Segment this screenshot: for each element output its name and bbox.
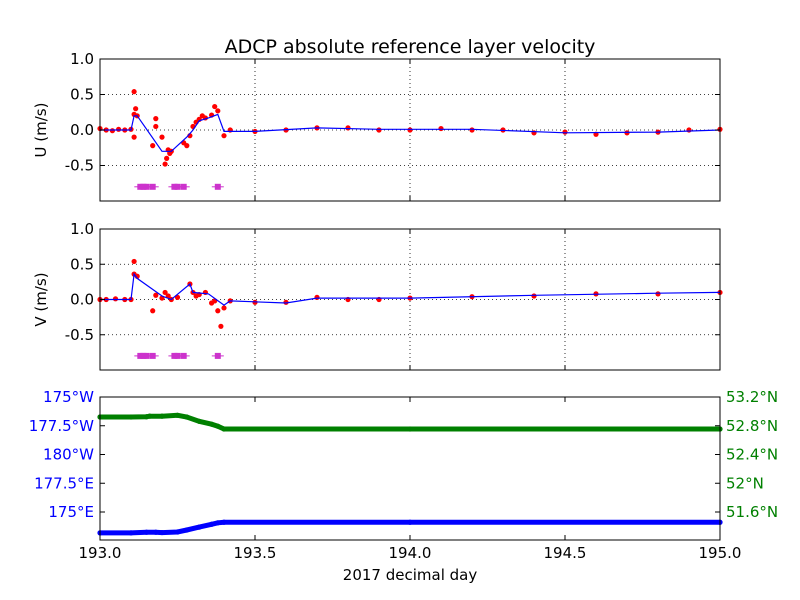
x-tick-label: 195.0 bbox=[699, 544, 742, 562]
longitude-tick-label: 180°W bbox=[43, 446, 94, 464]
longitude-tick-label: 175°E bbox=[48, 503, 94, 521]
latitude-tick-label: 53.2°N bbox=[726, 388, 778, 406]
position-point bbox=[184, 414, 190, 420]
chart-title: ADCP absolute reference layer velocity bbox=[225, 36, 596, 58]
y-axis-label: V (m/s) bbox=[32, 272, 50, 326]
data-point bbox=[215, 308, 221, 314]
data-point bbox=[150, 143, 156, 149]
position-point bbox=[209, 421, 215, 427]
position-point bbox=[128, 414, 134, 420]
position-point bbox=[159, 413, 165, 419]
position-point bbox=[147, 413, 153, 419]
data-point bbox=[215, 108, 221, 114]
data-point bbox=[531, 293, 537, 299]
position-point bbox=[196, 418, 202, 424]
u-velocity-panel: 1.0 0.5 0.0 -0.5 U (m/s) bbox=[32, 50, 723, 202]
position-panel: 175°W 53.2°N 177.5°W 52.8°N 180°W 52.4°N 177.5… bbox=[29, 388, 778, 562]
position-point bbox=[196, 524, 202, 530]
x-axis-label: 2017 decimal day bbox=[343, 566, 478, 584]
data-point bbox=[162, 289, 168, 296]
data-point bbox=[131, 89, 137, 95]
position-point bbox=[221, 426, 227, 432]
latitude-tick-label: 51.6°N bbox=[726, 503, 778, 521]
data-point bbox=[109, 128, 115, 134]
x-tick-label: 193.5 bbox=[234, 544, 277, 562]
y-tick-label: 0.5 bbox=[70, 86, 94, 104]
x-tick-label: 194.5 bbox=[544, 544, 587, 562]
y-tick-label: -0.5 bbox=[65, 326, 94, 344]
position-point bbox=[184, 527, 190, 533]
series-line-1 bbox=[100, 113, 721, 152]
position-point bbox=[128, 530, 134, 536]
data-point bbox=[221, 133, 227, 139]
data-point bbox=[164, 155, 170, 161]
x-tick-label: 194.0 bbox=[389, 544, 432, 562]
position-point bbox=[215, 520, 221, 526]
y-tick-label: 1.0 bbox=[70, 220, 94, 238]
data-point bbox=[131, 134, 137, 140]
data-point bbox=[153, 123, 159, 130]
y-tick-label: 1.0 bbox=[70, 50, 94, 68]
data-point bbox=[376, 127, 382, 133]
latitude-tick-label: 52.4°N bbox=[726, 446, 778, 464]
data-point bbox=[184, 143, 190, 149]
position-point bbox=[221, 519, 227, 525]
data-point bbox=[345, 125, 351, 131]
data-point bbox=[131, 258, 137, 265]
data-point bbox=[159, 134, 165, 140]
data-point bbox=[686, 127, 692, 133]
data-point bbox=[283, 299, 289, 305]
y-tick-label: 0.0 bbox=[70, 121, 94, 139]
position-point bbox=[209, 521, 215, 527]
data-point bbox=[153, 292, 159, 298]
v-velocity-panel: 1.0 0.5 0.0 -0.5 V (m/s) bbox=[32, 220, 723, 371]
position-point bbox=[143, 529, 150, 535]
data-point bbox=[153, 116, 159, 122]
latitude-tick-label: 52.8°N bbox=[726, 417, 778, 435]
data-point bbox=[562, 129, 568, 135]
position-point bbox=[153, 529, 159, 535]
data-point bbox=[150, 308, 156, 314]
series-line-1 bbox=[100, 272, 721, 306]
data-point bbox=[438, 125, 444, 132]
data-point bbox=[212, 103, 218, 110]
position-point bbox=[174, 412, 181, 418]
position-point bbox=[407, 426, 413, 432]
data-point bbox=[133, 106, 139, 112]
longitude-tick-label: 177.5°E bbox=[34, 474, 94, 492]
data-point bbox=[314, 294, 320, 300]
y-tick-label: 0.0 bbox=[70, 291, 94, 309]
position-point bbox=[407, 519, 413, 525]
longitude-tick-label: 175°W bbox=[43, 388, 94, 406]
data-point bbox=[218, 323, 224, 329]
position-point bbox=[159, 529, 165, 536]
longitude-tick-label: 177.5°W bbox=[29, 417, 94, 435]
y-tick-label: -0.5 bbox=[65, 157, 94, 175]
data-point bbox=[116, 126, 122, 132]
position-point bbox=[174, 529, 181, 535]
data-point bbox=[407, 127, 413, 133]
data-point bbox=[221, 305, 227, 311]
x-tick-label: 193.0 bbox=[79, 544, 122, 562]
y-axis-label: U (m/s) bbox=[32, 103, 50, 158]
data-point bbox=[112, 296, 119, 302]
data-point bbox=[469, 127, 475, 133]
latitude-tick-label: 52°N bbox=[726, 474, 764, 492]
data-point bbox=[655, 291, 661, 297]
data-point bbox=[162, 161, 168, 167]
y-tick-label: 0.5 bbox=[70, 255, 94, 273]
position-point bbox=[215, 423, 221, 429]
